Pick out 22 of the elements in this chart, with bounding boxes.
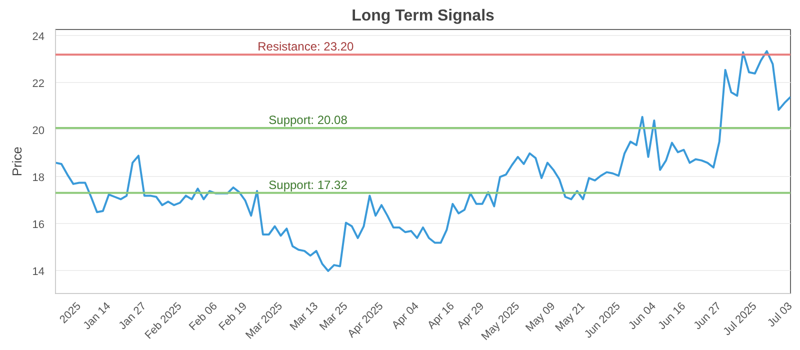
y-tick-label: 20 xyxy=(32,124,45,137)
x-tick-label: Apr 04 xyxy=(390,300,422,332)
x-tick-label: Mar 25 xyxy=(317,300,350,333)
y-tick-label: 22 xyxy=(32,78,45,90)
x-tick-label: Apr 29 xyxy=(455,300,487,332)
ref-line-label: Support: 20.08 xyxy=(268,113,348,127)
y-tick-label: 14 xyxy=(32,266,45,278)
y-tick-label: 16 xyxy=(32,218,45,231)
ref-line-label: Resistance: 23.20 xyxy=(258,40,354,54)
ref-line-label: Support: 17.32 xyxy=(268,178,348,192)
line-series xyxy=(56,50,790,272)
x-tick-label: Jun 16 xyxy=(656,300,688,332)
x-tick-label: May 21 xyxy=(553,300,588,334)
x-tick-label: Jan 14 xyxy=(81,300,114,332)
y-axis-title: Price xyxy=(9,146,24,176)
chart-title: Long Term Signals xyxy=(352,8,495,24)
y-tick-label: 18 xyxy=(32,172,45,184)
x-tick-label: Jun 27 xyxy=(692,300,724,332)
y-tick-label: 24 xyxy=(32,30,45,43)
x-tick-label: Jul 03 xyxy=(765,300,795,330)
x-tick-label: Apr 16 xyxy=(425,300,457,332)
x-tick-label: Jun 04 xyxy=(626,300,658,332)
